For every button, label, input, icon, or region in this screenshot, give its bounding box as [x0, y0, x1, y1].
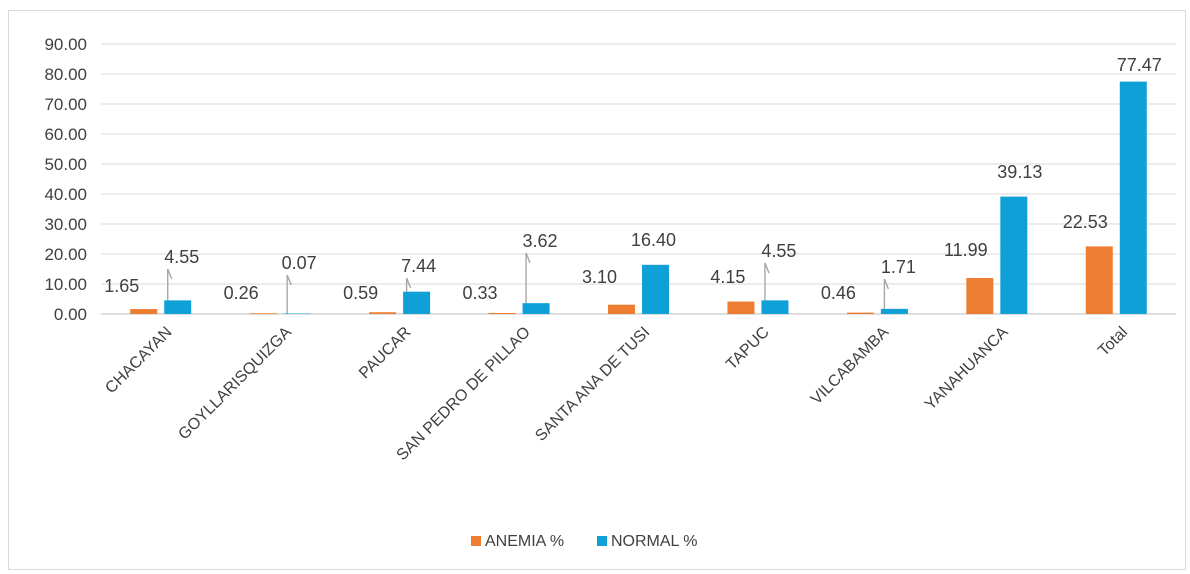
y-tick-label: 90.00: [44, 35, 87, 54]
y-tick-label: 70.00: [44, 95, 87, 114]
data-label: 22.53: [1063, 212, 1108, 232]
category-label: YANAHUANCA: [922, 324, 1012, 414]
bar-anemia: [488, 313, 516, 314]
data-label: 0.07: [282, 253, 317, 273]
gridlines: [101, 43, 1176, 315]
data-label: 3.10: [582, 267, 617, 287]
bar-normal: [164, 300, 192, 314]
y-tick-label: 80.00: [44, 65, 87, 84]
y-tick-label: 40.00: [44, 185, 87, 204]
y-tick-label: 50.00: [44, 155, 87, 174]
data-label: 39.13: [997, 162, 1042, 182]
data-label: 4.55: [761, 241, 796, 261]
y-tick-label: 60.00: [44, 125, 87, 144]
bars: [130, 81, 1147, 314]
data-label: 77.47: [1117, 55, 1162, 75]
data-label: 4.55: [164, 247, 199, 267]
leader-line: [525, 252, 531, 264]
bar-normal: [283, 313, 311, 314]
legend-swatch: [597, 536, 607, 546]
data-label: 3.62: [523, 231, 558, 251]
bar-normal: [642, 264, 669, 314]
y-axis-ticks: 0.00 10.00 20.00 30.00 40.00 50.00 60.00 70.00 8…: [44, 35, 87, 324]
data-label: 4.15: [710, 267, 745, 287]
bar-normal: [1119, 81, 1147, 314]
legend-label: ANEMIA %: [485, 533, 564, 550]
leader-line: [286, 274, 292, 286]
y-tick-label: 20.00: [44, 245, 87, 264]
bar-anemia: [966, 278, 994, 314]
y-tick-label: 0.00: [54, 305, 87, 324]
category-label: SAN PEDRO DE PILLAO: [394, 324, 534, 464]
data-label: 11.99: [944, 240, 988, 260]
y-tick-label: 30.00: [44, 215, 87, 234]
data-label: 16.40: [631, 230, 676, 250]
bar-chart: 0.00 10.00 20.00 30.00 40.00 50.00 60.00 70.00 8…: [44, 35, 1176, 550]
data-label: 0.46: [821, 283, 856, 303]
bar-anemia: [369, 312, 397, 314]
bar-anemia: [1085, 246, 1113, 314]
bar-anemia: [846, 312, 874, 314]
category-label: Total: [1095, 324, 1131, 360]
bar-anemia: [249, 313, 277, 314]
leader-line: [764, 262, 770, 274]
leader-line: [883, 278, 890, 290]
data-label: 0.59: [343, 283, 378, 303]
legend: ANEMIA % NORMAL %: [471, 533, 698, 550]
category-label: CHACAYAN: [102, 324, 175, 397]
bar-anemia: [130, 309, 158, 314]
chart-area: 0.00 10.00 20.00 30.00 40.00 50.00 60.00 70.00 8…: [8, 10, 1186, 570]
data-labels: 1.65 4.55 0.26 0.07 0.59 7.44 0.33 3.62 3.10 16.4…: [104, 55, 1162, 303]
legend-swatch: [471, 536, 481, 546]
category-label: SANTA ANA DE TUSI: [532, 324, 653, 445]
bar-normal: [522, 303, 550, 314]
bar-anemia: [727, 301, 755, 314]
legend-label: NORMAL %: [611, 533, 698, 550]
category-label: GOYLLARISQUIZGA: [175, 324, 295, 444]
category-label: PAUCAR: [356, 324, 414, 382]
data-label: 7.44: [401, 256, 436, 276]
category-label: TAPUC: [723, 324, 773, 374]
bar-normal: [880, 308, 908, 314]
data-label: 1.71: [881, 257, 916, 277]
data-label: 1.65: [104, 276, 139, 296]
bar-anemia: [608, 304, 635, 314]
data-label: 0.33: [463, 283, 498, 303]
leader-lines: [167, 252, 890, 314]
bar-normal: [761, 300, 789, 314]
data-label: 0.26: [224, 283, 259, 303]
category-label: VILCABAMBA: [808, 324, 893, 409]
leader-line: [167, 268, 173, 280]
bar-normal: [1000, 196, 1028, 314]
bar-normal: [403, 291, 431, 314]
y-tick-label: 10.00: [44, 275, 87, 294]
leader-line: [405, 277, 412, 289]
